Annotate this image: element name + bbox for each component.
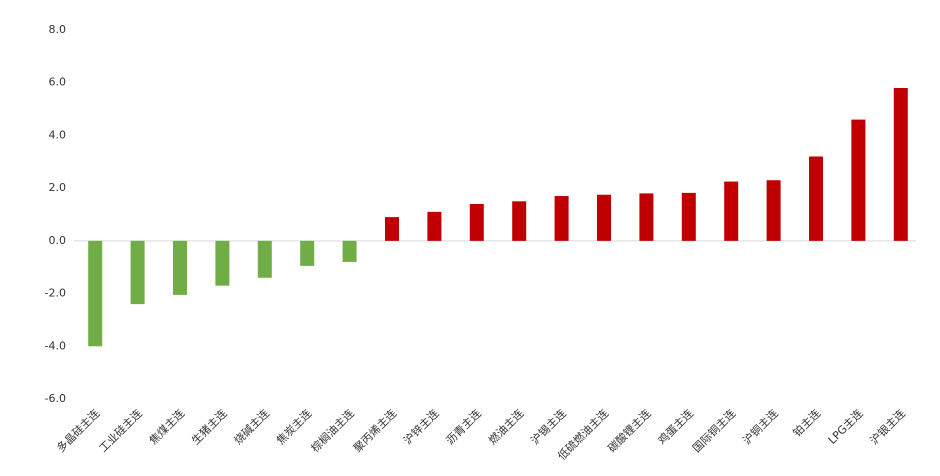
x-tick-label: 聚丙烯主连 [351, 407, 399, 455]
bar [300, 240, 315, 266]
bar [512, 201, 527, 241]
y-tick-label: 2.0 [49, 181, 67, 194]
bar [809, 156, 823, 241]
x-tick-label: 沪锌主连 [401, 406, 442, 447]
bar [257, 240, 272, 278]
x-tick-label: 铂主连 [790, 406, 823, 439]
bar [215, 240, 230, 286]
x-tick-label: 燃油主连 [485, 406, 526, 447]
y-tick-label: 6.0 [49, 76, 67, 89]
bar [639, 193, 654, 241]
y-tick-label: -4.0 [45, 339, 66, 352]
x-tick-label: 沪铜主连 [740, 406, 781, 447]
bar [766, 180, 781, 241]
x-tick-label: 沪银主连 [867, 406, 908, 447]
y-tick-label: -2.0 [45, 287, 66, 300]
y-tick-label: -6.0 [45, 392, 66, 405]
x-tick-label: 焦煤主连 [147, 407, 187, 447]
bar [173, 240, 187, 295]
x-tick-label: 棕榈油主连 [308, 406, 357, 455]
x-tick-label: 沪锡主连 [528, 406, 569, 447]
bar [724, 181, 739, 241]
bar [427, 211, 442, 241]
bar [851, 119, 866, 241]
bar [342, 240, 357, 262]
x-tick-label: LPG主连 [826, 407, 866, 447]
bar [88, 240, 103, 347]
x-tick-label: 焦炭主连 [274, 407, 314, 447]
x-tick-label: 碳酸锂主连 [605, 406, 654, 455]
bar [469, 203, 484, 241]
y-tick-label: 0.0 [49, 234, 67, 247]
bar [385, 217, 399, 241]
bar [681, 192, 696, 241]
bar [893, 87, 908, 241]
bar [597, 194, 611, 241]
x-tick-label: 工业硅主连 [97, 407, 145, 455]
x-tick-label: 生猪主连 [189, 406, 230, 447]
bar [130, 240, 145, 305]
bar [554, 196, 569, 241]
x-tick-label: 国际铜主连 [690, 406, 739, 455]
x-tick-label: 多晶硅主连 [54, 406, 103, 455]
x-tick-label: 鸡蛋主连 [655, 406, 696, 447]
y-tick-label: 8.0 [49, 23, 67, 36]
y-tick-label: 4.0 [49, 128, 67, 141]
x-tick-label: 沥青主连 [444, 407, 484, 447]
x-tick-label: 烧碱主连 [232, 407, 272, 447]
